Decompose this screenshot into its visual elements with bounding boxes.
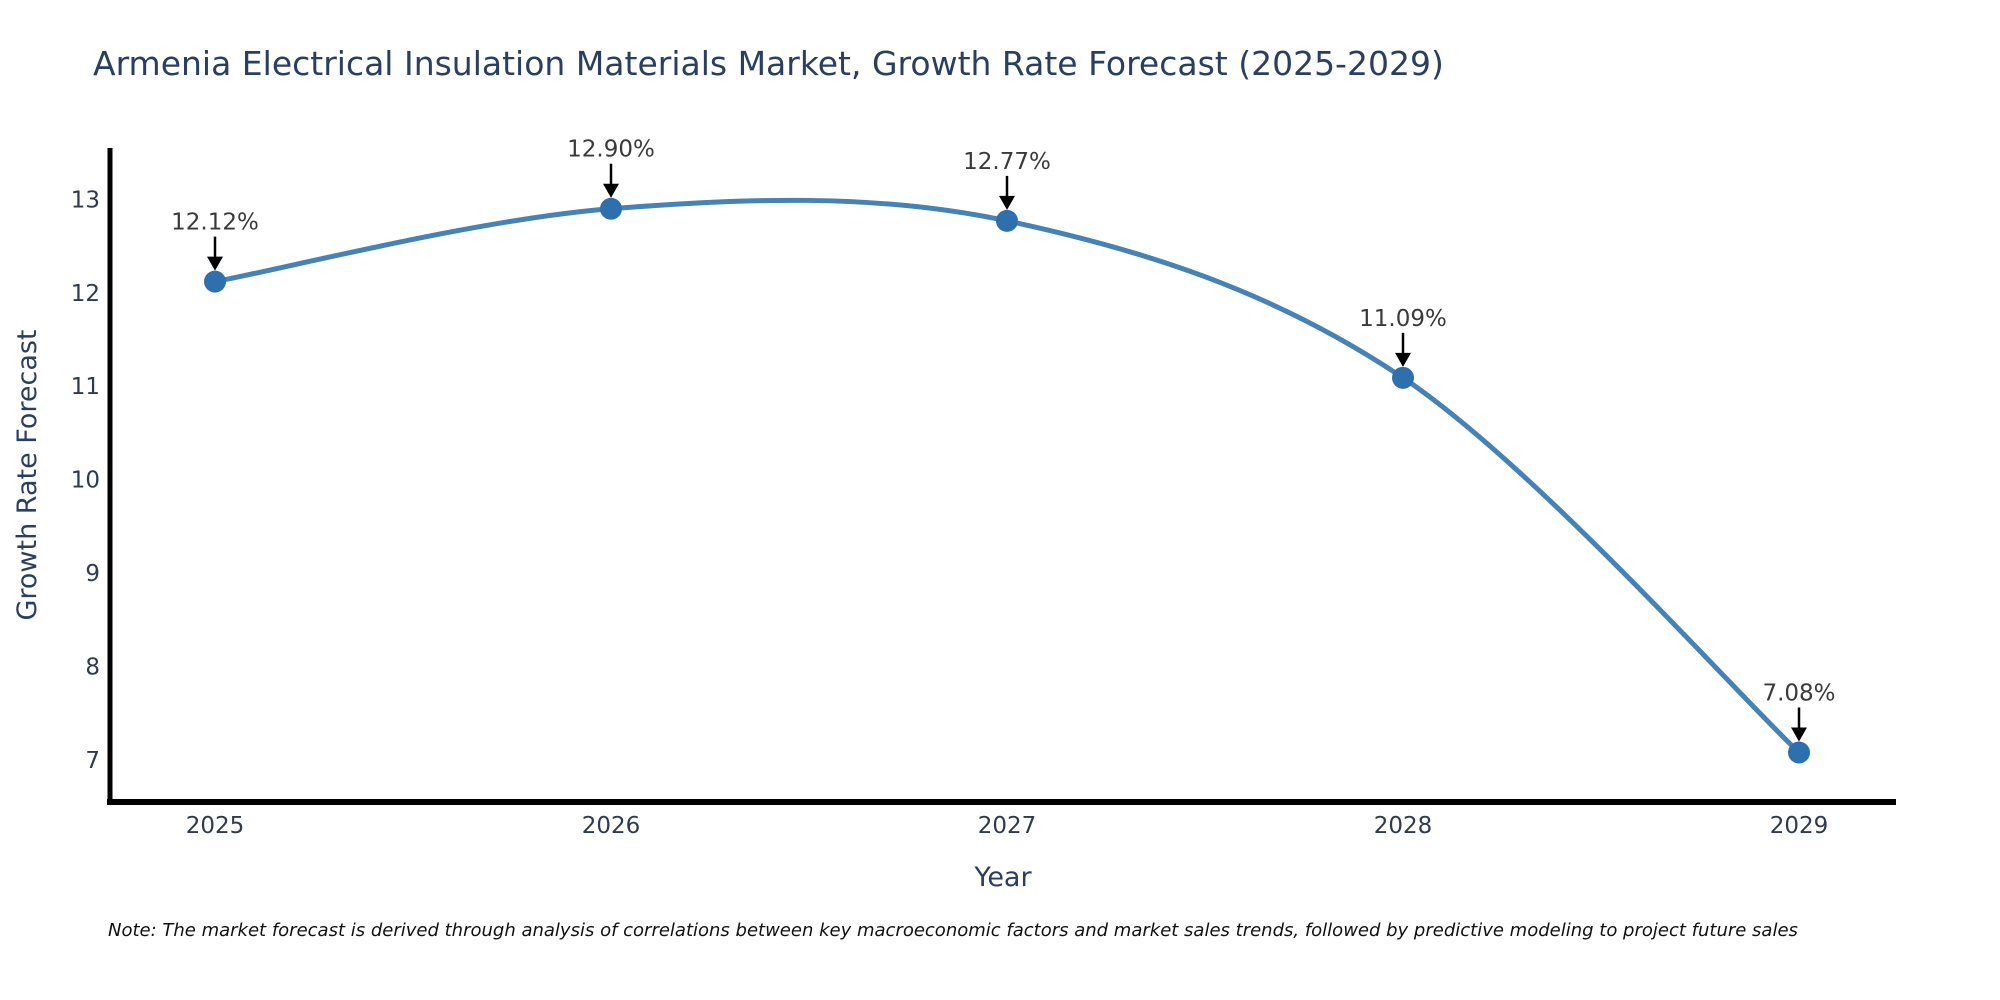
point-value-label: 7.08% — [1762, 680, 1835, 706]
x-tick-label: 2025 — [186, 813, 245, 839]
point-value-label: 12.12% — [171, 210, 259, 236]
x-tick-label: 2028 — [1374, 813, 1433, 839]
x-tick-label: 2027 — [978, 813, 1037, 839]
annotation-arrowhead — [207, 256, 223, 271]
data-point-marker — [600, 197, 622, 220]
data-point-marker — [1392, 366, 1414, 389]
point-value-label: 12.77% — [963, 149, 1051, 175]
x-axis-title: Year — [973, 862, 1032, 893]
point-value-label: 11.09% — [1359, 306, 1447, 332]
chart-title: Armenia Electrical Insulation Materials … — [93, 44, 1444, 83]
point-value-label: 12.90% — [567, 137, 655, 163]
y-tick-label: 7 — [85, 748, 100, 774]
data-point-marker — [204, 270, 226, 293]
annotation-arrowhead — [603, 183, 619, 198]
y-tick-label: 11 — [71, 374, 100, 400]
data-point-marker — [996, 209, 1018, 232]
data-point-marker — [1788, 741, 1810, 764]
annotation-arrowhead — [1395, 352, 1411, 367]
annotation-arrowhead — [1791, 727, 1807, 742]
y-tick-label: 9 — [85, 561, 100, 587]
y-tick-label: 8 — [85, 655, 100, 681]
y-tick-label: 10 — [71, 468, 100, 494]
trend-line — [212, 197, 1802, 755]
y-axis-title: Growth Rate Forecast — [12, 329, 43, 620]
y-tick-label: 12 — [71, 281, 100, 307]
x-tick-label: 2026 — [582, 813, 641, 839]
footnote: Note: The market forecast is derived thr… — [108, 920, 1798, 941]
y-tick-label: 13 — [71, 187, 100, 213]
x-tick-label: 2029 — [1770, 813, 1829, 839]
annotation-arrowhead — [999, 195, 1015, 210]
